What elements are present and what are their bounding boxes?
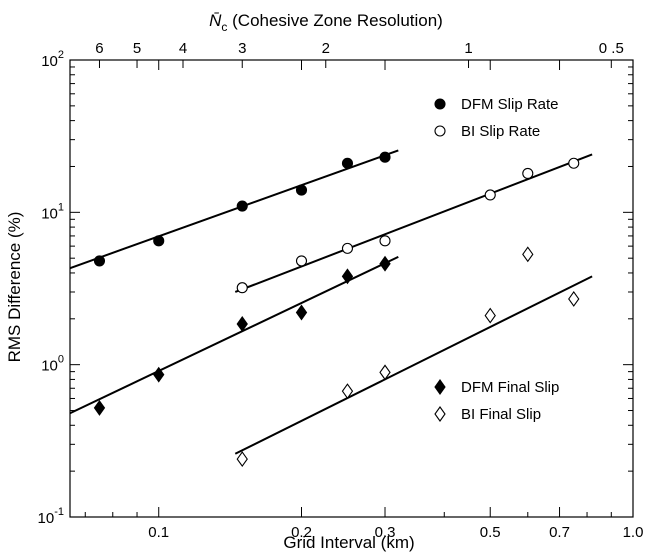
top-tick-label: 0 .5 (599, 40, 624, 57)
x-tick-label: 1.0 (623, 524, 644, 541)
top-tick-label: 3 (238, 40, 246, 57)
data-point-series-3 (484, 307, 496, 324)
fit-line-series-3 (234, 275, 593, 455)
data-point-series-3 (522, 246, 534, 263)
x-tick-label: 0.5 (480, 524, 501, 541)
axis-ticks (70, 59, 634, 518)
fit-line-series-1 (234, 153, 593, 293)
data-point-series-0 (153, 235, 165, 247)
data-point-series-3 (568, 291, 580, 307)
data-point-series-1 (295, 255, 308, 267)
y-tick-label: 102 (41, 49, 64, 70)
plot-border (69, 59, 634, 518)
data-point-series-1 (341, 242, 354, 254)
legend-label: BI Slip Rate (461, 123, 540, 140)
data-point-series-1 (522, 167, 534, 179)
data-point-series-2 (93, 399, 106, 416)
y-tick-label: 101 (41, 201, 64, 222)
top-axis-subscript: c (221, 20, 227, 34)
legend-label: DFM Slip Rate (461, 96, 559, 113)
top-tick-label: 1 (464, 40, 472, 57)
fit-line-series-2 (69, 255, 399, 415)
data-point-series-1 (236, 282, 248, 294)
data-point-series-1 (379, 235, 391, 247)
top-axis-text: (Cohesive Zone Resolution) (227, 11, 442, 30)
data-point-series-2 (341, 268, 354, 285)
data-point-series-1 (568, 157, 580, 169)
legend-marker (434, 98, 446, 110)
y-axis-label: RMS Difference (%) (5, 212, 24, 363)
fit-line-series-0 (69, 149, 399, 270)
x-tick-label: 0.1 (148, 524, 169, 541)
data-point-series-0 (341, 157, 354, 169)
fit-lines (69, 149, 593, 455)
top-tick-label: 2 (322, 40, 330, 57)
data-point-series-2 (153, 366, 165, 383)
legend: DFM Slip Rate BI Slip Rate DFM Final Slip B… (434, 96, 559, 423)
top-axis-label: N̄c (Cohesive Zone Resolution) (209, 11, 443, 34)
data-point-series-2 (379, 255, 391, 272)
legend-marker (434, 379, 446, 395)
top-tick-label: 5 (133, 40, 141, 57)
x-tick-label: 0.3 (375, 524, 396, 541)
data-point-series-0 (379, 151, 391, 163)
legend-label: BI Final Slip (461, 406, 541, 423)
y-tick-label: 100 (41, 354, 64, 375)
data-points (93, 151, 580, 468)
legend-marker (434, 406, 446, 422)
data-point-series-3 (379, 364, 391, 381)
data-point-series-3 (341, 383, 354, 400)
legend-label: DFM Final Slip (461, 379, 559, 396)
legend-marker (434, 125, 446, 137)
data-point-series-3 (236, 451, 248, 468)
top-tick-label: 6 (95, 40, 103, 57)
y-tick-label: 10-1 (38, 506, 64, 527)
plot-frame (69, 59, 634, 518)
top-tick-label: 4 (179, 40, 187, 57)
data-point-series-0 (236, 200, 248, 212)
x-tick-label: 0.2 (291, 524, 312, 541)
data-point-series-2 (236, 316, 248, 332)
tick-labels: 0.1 0.2 0.3 0.5 0.7 1.0 10-1 100 101 102 6 5 4 3 2 1 0 .… (38, 40, 644, 541)
data-point-series-2 (295, 304, 308, 321)
data-point-series-1 (484, 189, 496, 201)
data-point-series-0 (295, 184, 308, 196)
top-axis-symbol: N̄ (209, 11, 222, 30)
x-axis-label: Grid Interval (km) (283, 533, 414, 552)
data-point-series-0 (93, 255, 106, 267)
x-tick-label: 0.7 (549, 524, 570, 541)
